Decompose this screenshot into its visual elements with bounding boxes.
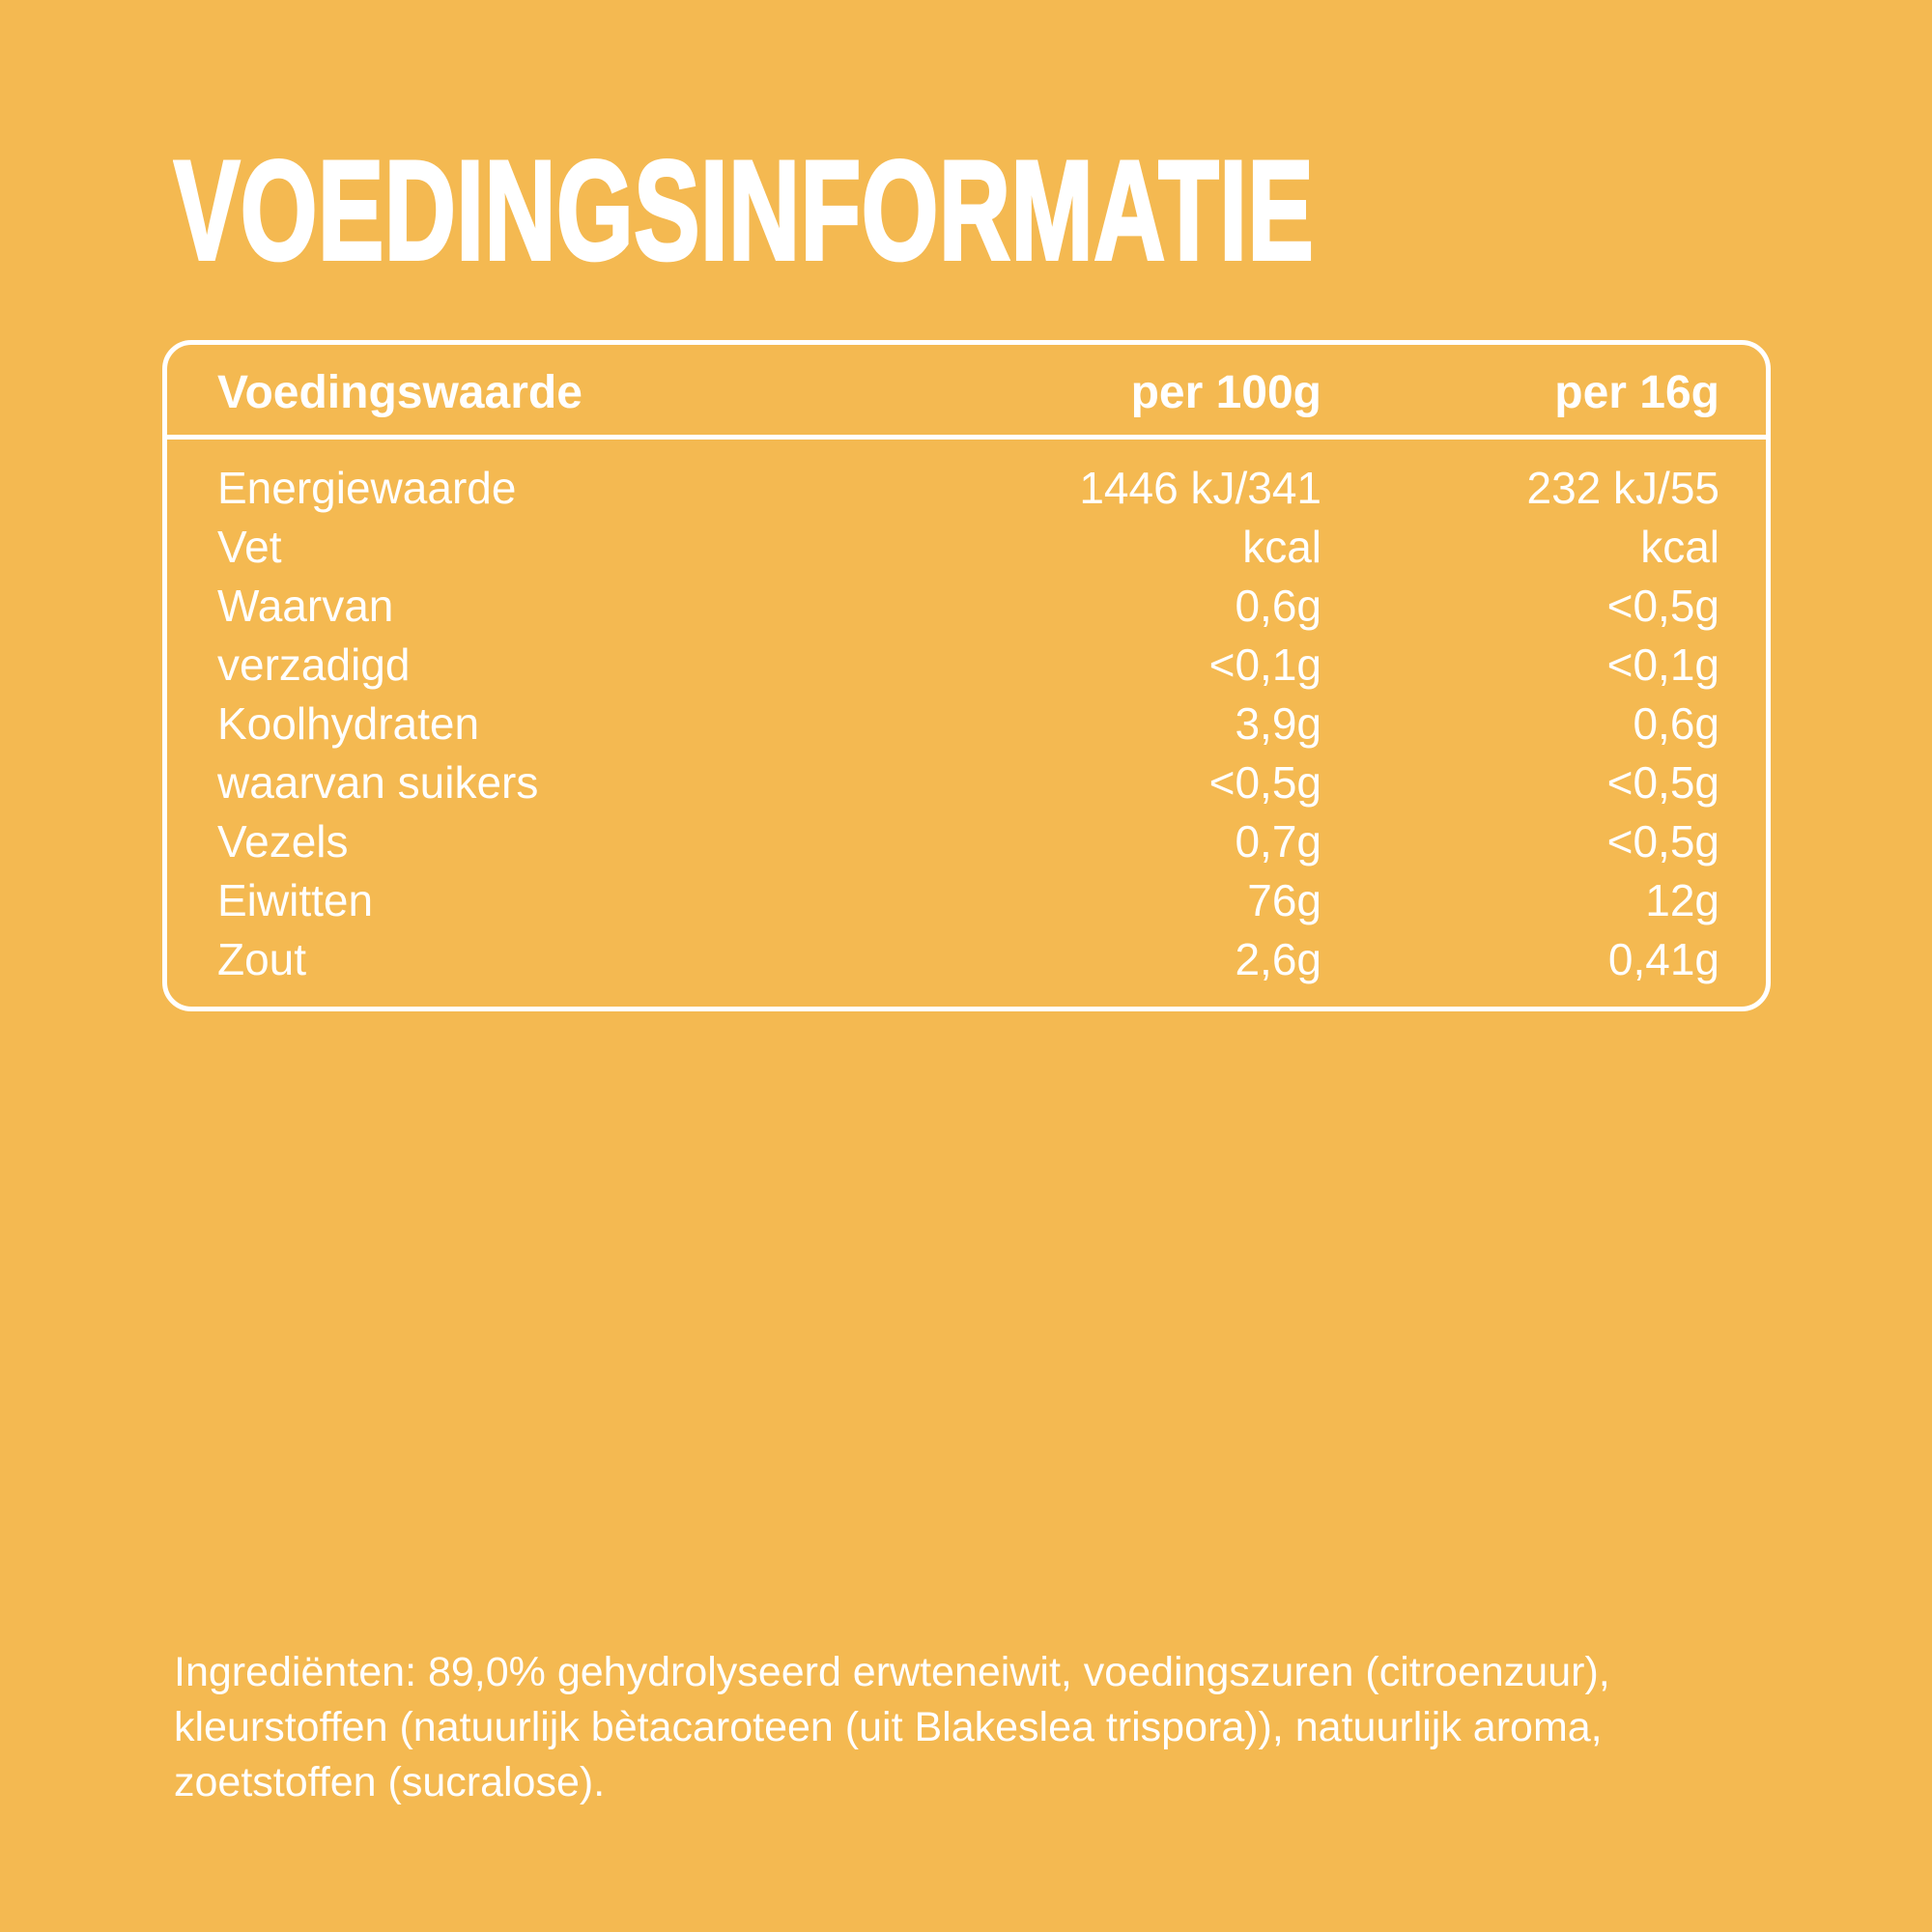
row-label: Waarvan (217, 581, 394, 631)
row-value-per-100g: 1446 kJ/341 (1079, 463, 1321, 513)
header-nutrient: Voedingswaarde (217, 367, 582, 418)
row-label: Zout (217, 934, 307, 984)
row-value-per-100g: 0,6g (1235, 581, 1321, 631)
row-value-per-100g: 0,7g (1235, 816, 1321, 867)
row-value-per-16g: 0,41g (1607, 934, 1719, 984)
row-value-per-16g: <0,5g (1606, 757, 1719, 808)
row-label: Eiwitten (217, 875, 374, 925)
row-value-per-100g: <0,1g (1208, 639, 1321, 690)
row-value-per-16g: <0,5g (1606, 816, 1719, 867)
header-per-100g: per 100g (1130, 367, 1321, 418)
row-value-per-100g: 3,9g (1235, 698, 1321, 749)
table-row: Energiewaarde 1446 kJ/341 232 kJ/55 (217, 459, 1719, 518)
table-row: Zout 2,6g 0,41g (217, 930, 1719, 989)
table-header-row: Voedingswaarde per 100g per 16g (167, 345, 1766, 440)
nutrition-table: Voedingswaarde per 100g per 16g Energiew… (162, 340, 1771, 1011)
row-label: Vet (217, 522, 282, 572)
table-row: waarvan suikers <0,5g <0,5g (217, 753, 1719, 812)
header-per-16g: per 16g (1554, 367, 1719, 418)
table-row: Vezels 0,7g <0,5g (217, 812, 1719, 871)
row-value-per-16g: 232 kJ/55 (1526, 463, 1719, 513)
page-title: VOEDINGSINFORMATIE (173, 131, 1315, 289)
table-body: Energiewaarde 1446 kJ/341 232 kJ/55 Vet … (167, 440, 1766, 989)
row-label: verzadigd (217, 639, 411, 690)
row-value-per-16g: 12g (1645, 875, 1719, 925)
table-row: verzadigd <0,1g <0,1g (217, 636, 1719, 695)
table-row: Eiwitten 76g 12g (217, 871, 1719, 930)
row-value-per-100g: 76g (1247, 875, 1321, 925)
row-value-per-16g: <0,1g (1606, 639, 1719, 690)
row-value-per-16g: kcal (1640, 522, 1719, 572)
row-value-per-16g: <0,5g (1606, 581, 1719, 631)
table-row: Vet kcal kcal (217, 518, 1719, 577)
row-label: waarvan suikers (217, 757, 539, 808)
row-label: Vezels (217, 816, 349, 867)
row-value-per-100g: 2,6g (1235, 934, 1321, 984)
row-label: Energiewaarde (217, 463, 517, 513)
row-value-per-100g: kcal (1242, 522, 1321, 572)
row-value-per-100g: <0,5g (1208, 757, 1321, 808)
row-value-per-16g: 0,6g (1633, 698, 1719, 749)
table-row: Waarvan 0,6g <0,5g (217, 577, 1719, 636)
ingredients-text: Ingrediënten: 89,0% gehydrolyseerd erwte… (174, 1649, 1610, 1805)
row-label: Koolhydraten (217, 698, 480, 749)
table-row: Koolhydraten 3,9g 0,6g (217, 695, 1719, 753)
